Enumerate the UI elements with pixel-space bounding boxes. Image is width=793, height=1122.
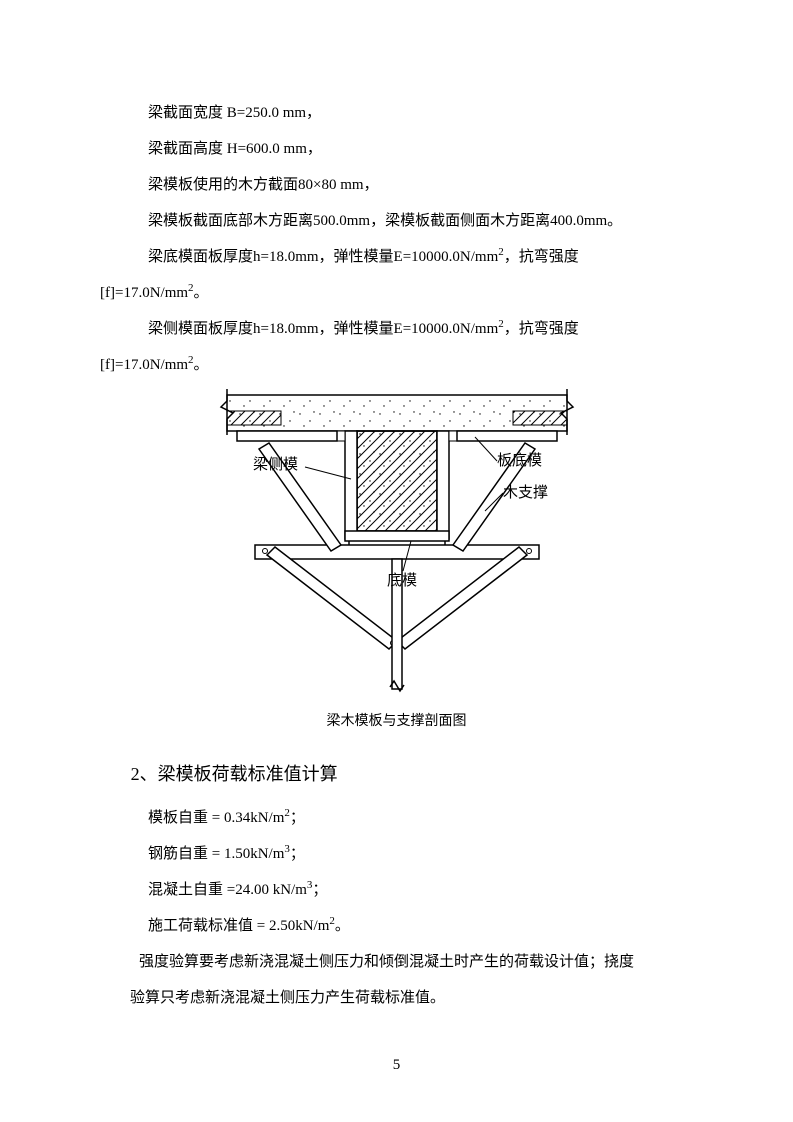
text: ； (312, 882, 327, 898)
beam-section-diagram: 梁侧模 板底模 木支撑 底模 (197, 389, 597, 699)
label-side-form: 梁侧模 (253, 456, 298, 473)
label-slab-bottom-form: 板底模 (497, 451, 542, 469)
text: 梁底模面板厚度h=18.0mm，弹性模量E=10000.0N/mm (148, 249, 498, 265)
paragraph: 验算只考虑新浇混凝土侧压力产生荷载标准值。 (100, 980, 693, 1016)
paragraph: 钢筋自重 = 1.50kN/m3； (100, 836, 693, 872)
text: ，抗弯强度 (504, 249, 579, 265)
paragraph: 梁模板截面底部木方距离500.0mm，梁模板截面侧面木方距离400.0mm。 (100, 203, 693, 239)
figure-caption: 梁木模板与支撑剖面图 (100, 710, 693, 730)
paragraph: 梁截面宽度 B=250.0 mm， (100, 95, 693, 131)
text: ； (290, 846, 305, 862)
paragraph: [f]=17.0N/mm2。 (100, 275, 693, 311)
paragraph: 梁模板使用的木方截面80×80 mm， (100, 167, 693, 203)
paragraph: 强度验算要考虑新浇混凝土侧压力和倾倒混凝土时产生的荷载设计值；挠度 (100, 944, 693, 980)
paragraph: [f]=17.0N/mm2。 (100, 347, 693, 383)
text: 施工荷载标准值 = 2.50kN/m (148, 918, 329, 934)
text: 钢筋自重 = 1.50kN/m (148, 846, 284, 862)
text: [f]=17.0N/mm (100, 285, 188, 301)
paragraph: 梁侧模面板厚度h=18.0mm，弹性模量E=10000.0N/mm2，抗弯强度 (100, 311, 693, 347)
label-bottom-form: 底模 (387, 572, 417, 589)
text: ； (290, 810, 305, 826)
text: 模板自重 = 0.34kN/m (148, 810, 284, 826)
text: ，抗弯强度 (504, 321, 579, 337)
paragraph: 模板自重 = 0.34kN/m2； (100, 800, 693, 836)
section-heading: 2、梁模板荷载标准值计算 (100, 760, 693, 786)
text: [f]=17.0N/mm (100, 357, 188, 373)
paragraph: 施工荷载标准值 = 2.50kN/m2。 (100, 908, 693, 944)
text: 。 (335, 918, 350, 934)
text: 混凝土自重 =24.00 kN/m (148, 882, 307, 898)
page-number: 5 (0, 1057, 793, 1074)
paragraph: 混凝土自重 =24.00 kN/m3； (100, 872, 693, 908)
page: 梁截面宽度 B=250.0 mm， 梁截面高度 H=600.0 mm， 梁模板使… (0, 0, 793, 1122)
text: 。 (194, 285, 209, 301)
text: 。 (194, 357, 209, 373)
paragraph: 梁底模面板厚度h=18.0mm，弹性模量E=10000.0N/mm2，抗弯强度 (100, 239, 693, 275)
label-brace: 木支撑 (503, 484, 548, 501)
diagram-figure: 梁侧模 板底模 木支撑 底模 (100, 389, 693, 704)
text: 梁侧模面板厚度h=18.0mm，弹性模量E=10000.0N/mm (148, 321, 498, 337)
paragraph: 梁截面高度 H=600.0 mm， (100, 131, 693, 167)
